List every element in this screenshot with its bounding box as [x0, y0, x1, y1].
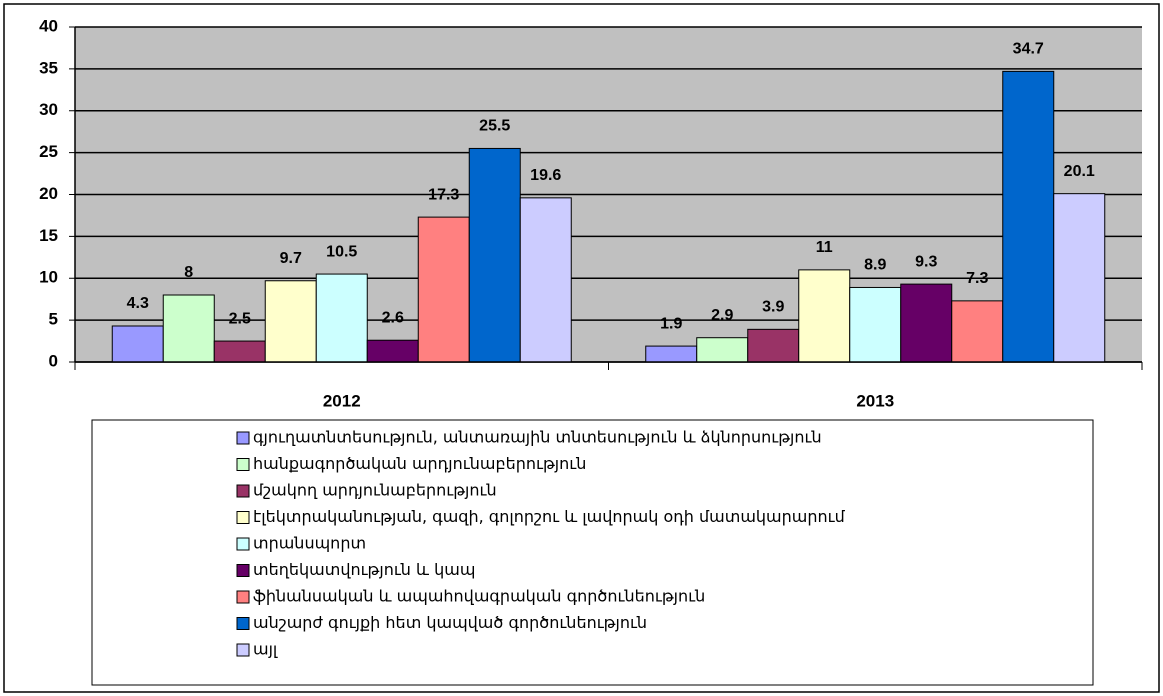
x-tick-label: 2013: [856, 391, 894, 410]
data-label: 34.7: [1013, 41, 1044, 58]
data-label: 8: [184, 264, 193, 281]
legend-label: մշակող արդյունաբերություն: [253, 481, 497, 500]
bar: [111, 325, 164, 363]
legend-label: տրանսպորտ: [253, 534, 366, 553]
legend-label: գյուղատնտեսություն, անտառային տնտեսությո…: [253, 428, 822, 447]
bar: [900, 283, 953, 363]
bar: [798, 269, 851, 363]
y-tick-label: 10: [39, 268, 58, 287]
legend-label: էլեկտրականության, գազի, գոլորշու և լավոր…: [253, 507, 846, 526]
bar: [1002, 70, 1055, 363]
bar: [849, 286, 902, 363]
data-label: 25.5: [479, 118, 510, 135]
bar: [366, 339, 419, 363]
bar: [417, 216, 470, 363]
bar: [951, 300, 1004, 363]
legend-label: անշարժ գույքի հետ կապված գործունեություն: [253, 613, 647, 632]
data-label: 8.9: [864, 257, 886, 274]
legend-label: ֆինանսական և ապահովագրական գործունեությո…: [253, 587, 705, 606]
y-tick-label: 15: [39, 226, 58, 245]
y-tick-label: 40: [39, 16, 58, 35]
y-tick-label: 25: [39, 142, 58, 161]
data-label: 1.9: [660, 315, 682, 332]
bar: [519, 197, 572, 363]
legend-swatch: [236, 617, 250, 630]
data-label: 9.3: [915, 253, 937, 270]
data-label: 11: [816, 239, 833, 256]
legend-label: հանքագործական արդյունաբերություն: [253, 454, 586, 473]
legend-swatch: [236, 511, 250, 524]
x-tick-label: 2012: [323, 391, 361, 410]
legend-swatch: [236, 643, 250, 657]
bar: [1053, 193, 1106, 363]
bar: [747, 328, 800, 363]
data-label: 10.5: [326, 243, 357, 260]
bar: [468, 147, 521, 363]
data-label: 9.7: [280, 250, 302, 267]
data-label: 20.1: [1064, 163, 1095, 180]
bar: [315, 273, 368, 363]
y-tick-label: 35: [39, 58, 58, 77]
bar: [645, 345, 698, 363]
data-label: 7.3: [966, 270, 988, 287]
y-tick-label: 5: [49, 310, 58, 329]
legend-swatch: [236, 484, 250, 498]
legend-label: այլ: [253, 640, 278, 659]
y-tick-label: 20: [39, 184, 58, 203]
legend-swatch: [236, 564, 250, 577]
bar: [162, 294, 215, 363]
legend-box: [91, 419, 1094, 686]
legend-swatch: [236, 537, 250, 551]
data-label: 19.6: [530, 167, 561, 184]
legend-swatch: [236, 458, 250, 471]
data-label: 2.6: [382, 309, 404, 326]
data-label: 4.3: [127, 295, 149, 312]
y-tick-label: 0: [49, 351, 58, 370]
legend-swatch: [236, 431, 250, 445]
data-label: 2.5: [229, 310, 251, 327]
bar: [696, 337, 749, 363]
legend-label: տեղեկատվություն և կապ: [253, 560, 475, 579]
legend-swatch: [236, 590, 250, 604]
data-label: 17.3: [428, 186, 459, 203]
data-label: 3.9: [762, 299, 784, 316]
bar: [213, 340, 266, 363]
data-label: 2.9: [711, 307, 733, 324]
bar: [264, 280, 317, 363]
y-tick-label: 30: [39, 100, 58, 119]
